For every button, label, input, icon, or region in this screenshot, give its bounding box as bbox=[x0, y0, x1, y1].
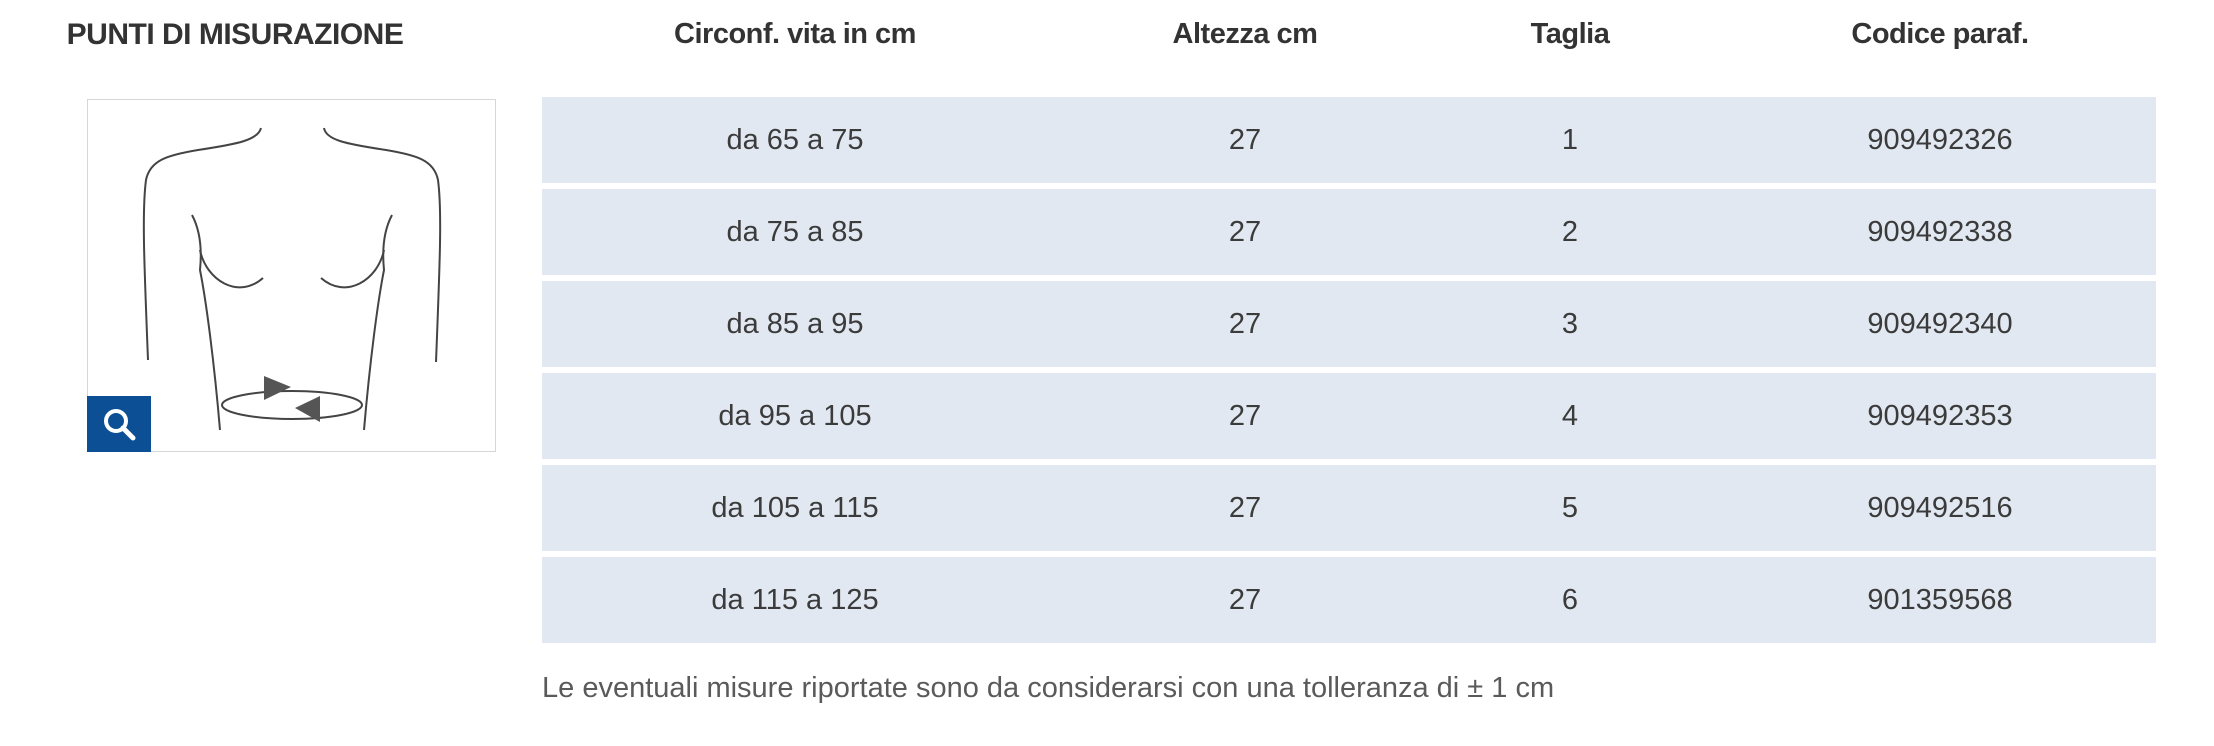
measurement-figure[interactable] bbox=[87, 99, 496, 452]
table-row: da 85 a 95 27 3 909492340 bbox=[542, 281, 2156, 367]
header-altezza: Altezza cm bbox=[1172, 18, 1318, 50]
cell-codice: 909492326 bbox=[1867, 124, 2013, 156]
search-icon bbox=[104, 409, 136, 441]
cell-altezza: 27 bbox=[1228, 124, 1262, 156]
cell-codice: 909492340 bbox=[1867, 308, 2013, 340]
cell-codice: 901359568 bbox=[1867, 584, 2013, 616]
header-codice: Codice paraf. bbox=[1851, 18, 2029, 50]
cell-altezza: 27 bbox=[1228, 584, 1262, 616]
table-row: da 115 a 125 27 6 901359568 bbox=[542, 557, 2156, 643]
cell-circonferenza: da 85 a 95 bbox=[726, 308, 864, 340]
cell-taglia: 1 bbox=[1561, 124, 1579, 156]
cell-taglia: 5 bbox=[1561, 492, 1579, 524]
cell-circonferenza: da 95 a 105 bbox=[718, 400, 872, 432]
cell-taglia: 3 bbox=[1561, 308, 1579, 340]
cell-codice: 909492338 bbox=[1867, 216, 2013, 248]
cell-altezza: 27 bbox=[1228, 492, 1262, 524]
table-row: da 105 a 115 27 5 909492516 bbox=[542, 465, 2156, 551]
cell-circonferenza: da 75 a 85 bbox=[726, 216, 864, 248]
cell-codice: 909492353 bbox=[1867, 400, 2013, 432]
torso-illustration bbox=[142, 127, 442, 431]
cell-taglia: 4 bbox=[1561, 400, 1579, 432]
cell-altezza: 27 bbox=[1228, 400, 1262, 432]
left-title: PUNTI DI MISURAZIONE bbox=[66, 18, 404, 51]
cell-taglia: 2 bbox=[1561, 216, 1579, 248]
size-table: da 65 a 75 27 1 909492326 da 75 a 85 27 2 90949… bbox=[542, 97, 2156, 649]
cell-codice: 909492516 bbox=[1867, 492, 2013, 524]
table-row: da 75 a 85 27 2 909492338 bbox=[542, 189, 2156, 275]
cell-taglia: 6 bbox=[1561, 584, 1579, 616]
zoom-button[interactable] bbox=[87, 396, 151, 452]
cell-altezza: 27 bbox=[1228, 308, 1262, 340]
cell-altezza: 27 bbox=[1228, 216, 1262, 248]
table-row: da 95 a 105 27 4 909492353 bbox=[542, 373, 2156, 459]
cell-circonferenza: da 105 a 115 bbox=[711, 492, 879, 524]
cell-circonferenza: da 115 a 125 bbox=[711, 584, 879, 616]
tolerance-note: Le eventuali misure riportate sono da co… bbox=[542, 672, 1555, 704]
cell-circonferenza: da 65 a 75 bbox=[726, 124, 864, 156]
table-row: da 65 a 75 27 1 909492326 bbox=[542, 97, 2156, 183]
header-taglia: Taglia bbox=[1530, 18, 1610, 50]
header-circonferenza: Circonf. vita in cm bbox=[674, 18, 916, 50]
